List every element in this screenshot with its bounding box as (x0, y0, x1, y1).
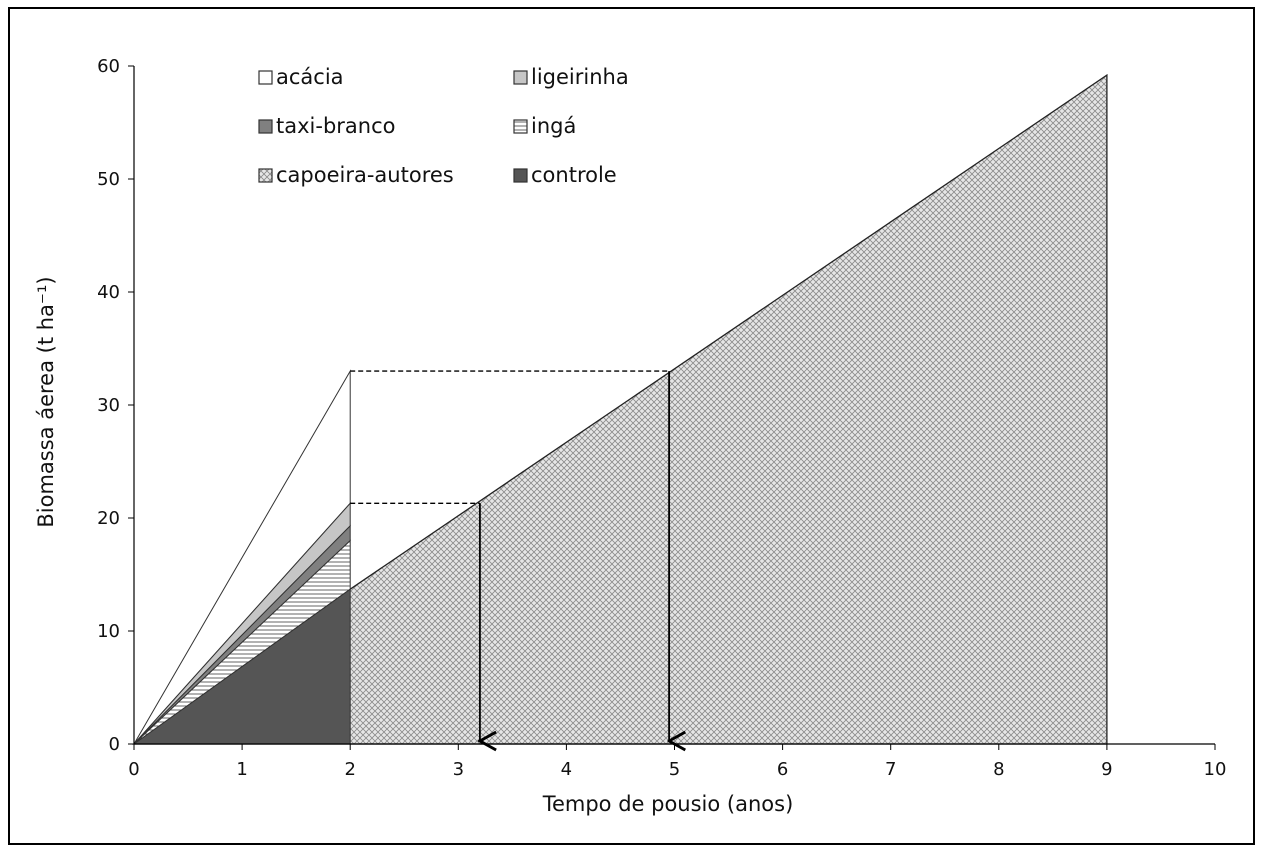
x-tick-label: 0 (128, 759, 139, 780)
legend-item: ingá (513, 114, 576, 138)
legend-swatch (258, 70, 273, 85)
legend-label: ingá (531, 114, 576, 138)
y-tick-label: 40 (97, 282, 120, 303)
legend-swatch (258, 168, 273, 183)
legend-swatch (513, 70, 528, 85)
legend-swatch (513, 168, 528, 183)
x-tick-label: 5 (669, 759, 680, 780)
x-ticks: 0 1 2 3 4 5 6 7 8 9 10 (128, 744, 1226, 780)
y-axis-title: Biomassa áerea (t ha⁻¹) (34, 276, 58, 527)
legend-item: taxi-branco (258, 114, 395, 138)
x-tick-label: 10 (1204, 759, 1227, 780)
x-tick-label: 8 (993, 759, 1004, 780)
legend: acácia ligeirinha taxi-branco ingá capoeira-… (258, 65, 629, 187)
legend-swatch (513, 119, 528, 134)
x-tick-label: 3 (453, 759, 464, 780)
legend-item: controle (513, 163, 617, 187)
guide-lines (350, 370, 669, 741)
y-tick-label: 10 (97, 621, 120, 642)
legend-swatch (258, 119, 273, 134)
y-tick-label: 50 (97, 169, 120, 190)
y-tick-label: 30 (97, 395, 120, 416)
y-ticks: 0 10 20 30 40 50 60 (97, 56, 134, 755)
x-tick-label: 6 (777, 759, 788, 780)
x-tick-label: 1 (236, 759, 247, 780)
legend-item: acácia (258, 65, 344, 89)
x-tick-label: 9 (1101, 759, 1112, 780)
legend-label: acácia (276, 65, 344, 89)
legend-item: ligeirinha (513, 65, 629, 89)
x-axis-title: Tempo de pousio (anos) (542, 792, 794, 816)
legend-label: taxi-branco (276, 114, 395, 138)
x-tick-label: 7 (885, 759, 896, 780)
y-tick-label: 20 (97, 508, 120, 529)
y-tick-label: 60 (97, 56, 120, 77)
plot-areas (131, 73, 1108, 745)
x-tick-label: 2 (344, 759, 355, 780)
legend-item: capoeira-autores (258, 163, 454, 187)
legend-label: controle (531, 163, 617, 187)
x-tick-label: 4 (561, 759, 572, 780)
legend-label: ligeirinha (531, 65, 629, 89)
y-tick-label: 0 (109, 734, 120, 755)
legend-label: capoeira-autores (276, 163, 454, 187)
